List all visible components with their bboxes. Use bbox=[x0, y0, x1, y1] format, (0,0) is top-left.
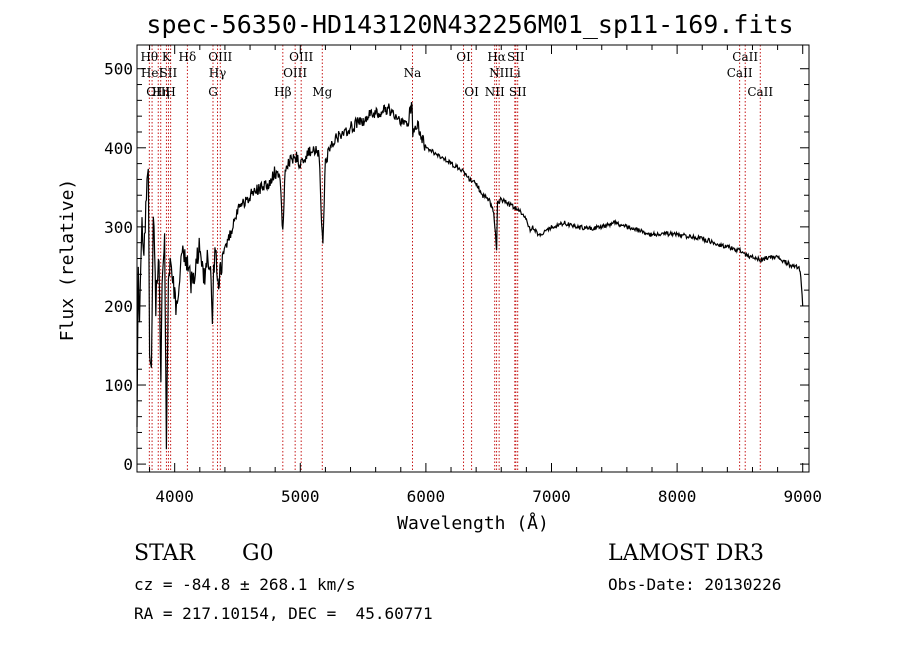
y-tick-label: 400 bbox=[104, 139, 133, 158]
spectral-line-label: OIII bbox=[283, 66, 307, 80]
spectral-line-label: OIII bbox=[289, 50, 313, 64]
spectral-line-label: K bbox=[162, 50, 172, 64]
spectral-line-label: SII bbox=[509, 85, 527, 99]
x-axis-label: Wavelength (Å) bbox=[397, 512, 549, 534]
survey-name: LAMOST DR3 bbox=[608, 541, 764, 566]
spectral-line-label: Na bbox=[404, 66, 422, 80]
y-tick-label: 500 bbox=[104, 60, 133, 79]
x-tick-label: 8000 bbox=[658, 487, 697, 506]
spectral-line-label: OIII bbox=[146, 85, 170, 99]
spectral-line-label: CaII bbox=[732, 50, 758, 64]
obs-date: Obs-Date: 20130226 bbox=[608, 575, 781, 594]
spectral-line-label: NII bbox=[485, 85, 505, 99]
line-markers bbox=[148, 45, 761, 472]
y-axis-label: Flux (relative) bbox=[57, 179, 78, 342]
x-tick-label: 9000 bbox=[783, 487, 822, 506]
object-subclass: G0 bbox=[242, 541, 274, 566]
y-tick-label: 0 bbox=[123, 455, 133, 474]
coordinates: RA = 217.10154, DEC = 45.60771 bbox=[134, 604, 433, 623]
x-tick-label: 5000 bbox=[281, 487, 320, 506]
spectrum-line bbox=[136, 101, 804, 450]
object-class: STAR bbox=[134, 541, 196, 566]
spectral-line-label: OI bbox=[464, 85, 479, 99]
spectral-line-label: Li bbox=[509, 66, 521, 80]
spectral-line-label: OIII bbox=[208, 50, 232, 64]
spectral-line-label: Hα bbox=[487, 50, 506, 64]
y-tick-label: 300 bbox=[104, 218, 133, 237]
spectral-line-label: CaII bbox=[727, 66, 753, 80]
spectral-line-label: Hδ bbox=[179, 50, 197, 64]
spectral-line-label: SII bbox=[160, 66, 178, 80]
y-axis: 0 100 200 300 400 500 bbox=[104, 60, 809, 474]
spectral-line-label: Hθ bbox=[140, 50, 158, 64]
spectral-line-label: Hη bbox=[152, 85, 170, 99]
spectral-line-label: Hγ bbox=[209, 66, 227, 80]
x-tick-label: 6000 bbox=[407, 487, 446, 506]
spectral-line-label: OI bbox=[456, 50, 471, 64]
spectral-line-label: NII bbox=[489, 66, 509, 80]
redshift-value: cz = -84.8 ± 268.1 km/s bbox=[134, 575, 356, 594]
x-tick-label: 7000 bbox=[532, 487, 571, 506]
spectral-line-label: H bbox=[165, 85, 175, 99]
spectral-line-label: HeI bbox=[141, 66, 164, 80]
y-tick-label: 100 bbox=[104, 376, 133, 395]
spectral-line-label: SII bbox=[507, 50, 525, 64]
spectral-line-label: Mg bbox=[312, 85, 332, 99]
spectral-line-label: G bbox=[208, 85, 218, 99]
x-tick-label: 4000 bbox=[155, 487, 194, 506]
x-axis: 4000 5000 6000 7000 8000 9000 bbox=[149, 45, 822, 506]
y-tick-label: 200 bbox=[104, 297, 133, 316]
spectral-line-label: CaII bbox=[747, 85, 773, 99]
spectral-line-label: Hβ bbox=[274, 85, 291, 99]
plot-frame bbox=[136, 44, 810, 473]
chart-title: spec-56350-HD143120N432256M01_sp11-169.f… bbox=[146, 10, 793, 39]
